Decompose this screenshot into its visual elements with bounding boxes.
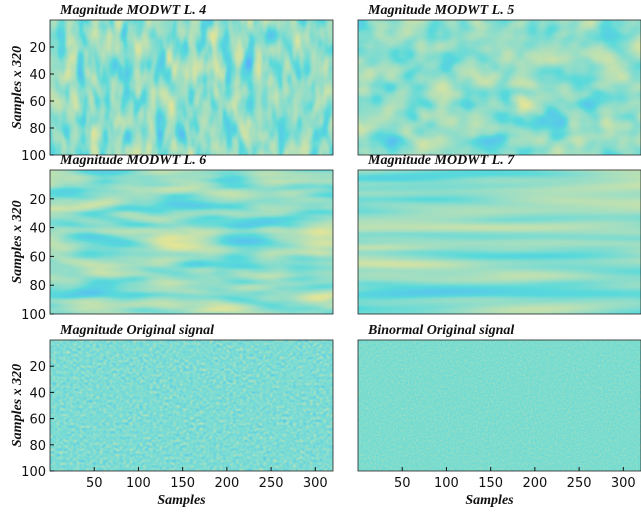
y-tick-label: 20 [29, 41, 46, 56]
y-tick-label: 40 [29, 68, 46, 83]
y-tick-label: 100 [21, 308, 46, 323]
y-tick-label: 40 [29, 222, 46, 237]
panel-title: Magnitude MODWT L. 4 [59, 3, 206, 18]
heatmap-image [50, 340, 333, 471]
y-tick-label: 20 [29, 193, 46, 208]
heatmap-image [50, 170, 333, 314]
plot-frame [357, 339, 641, 472]
x-tick-label: 300 [303, 476, 328, 491]
x-tick-label: 250 [259, 476, 284, 491]
y-tick-label: 100 [21, 149, 46, 164]
plot-frame [49, 339, 334, 472]
plot-frame [357, 169, 641, 315]
panel-title: Binormal Original signal [367, 323, 514, 338]
heatmap-image [358, 20, 641, 155]
x-tick-label: 250 [567, 476, 592, 491]
plot-frame [49, 169, 334, 315]
y-axis-label: Samples x 320 [10, 46, 25, 129]
y-axis-label: Samples x 320 [10, 200, 25, 283]
x-tick-label: 100 [126, 476, 151, 491]
y-tick-label: 40 [29, 386, 46, 401]
y-tick-label: 80 [29, 439, 46, 454]
x-axis-label: Samples [157, 493, 206, 508]
y-tick-label: 100 [21, 465, 46, 480]
x-tick-label: 50 [394, 476, 411, 491]
panel-title: Magnitude MODWT L. 6 [59, 153, 206, 168]
x-tick-label: 50 [86, 476, 103, 491]
y-tick-label: 20 [29, 360, 46, 375]
x-axis-label: Samples [465, 493, 514, 508]
y-tick-label: 60 [29, 95, 46, 110]
panel-title: Magnitude MODWT L. 5 [367, 3, 514, 18]
y-axis-label: Samples x 320 [10, 364, 25, 447]
y-tick-label: 80 [29, 122, 46, 137]
x-tick-label: 150 [478, 476, 503, 491]
y-tick-label: 60 [29, 250, 46, 265]
heatmap-image [50, 20, 333, 155]
x-tick-label: 200 [522, 476, 547, 491]
y-tick-label: 60 [29, 413, 46, 428]
heatmap-image [358, 340, 641, 471]
heatmap-image [358, 170, 641, 314]
x-tick-label: 200 [214, 476, 239, 491]
panel-title: Magnitude Original signal [59, 323, 214, 338]
x-tick-label: 100 [434, 476, 459, 491]
x-tick-label: 300 [611, 476, 636, 491]
plot-frame [49, 19, 334, 156]
x-tick-label: 150 [170, 476, 195, 491]
y-tick-label: 80 [29, 279, 46, 294]
panel-title: Magnitude MODWT L. 7 [367, 153, 515, 168]
plot-frame [357, 19, 641, 156]
